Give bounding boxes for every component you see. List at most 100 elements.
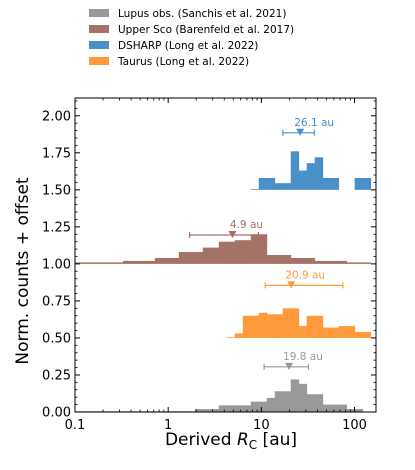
histogram-bar [170,257,180,264]
histogram-bar [290,257,300,264]
histogram-bar [266,177,276,190]
histogram-bar [250,401,260,412]
plot-area: 19.8 au 4.9 au 26.1 au 20.9 au [75,117,372,412]
histogram-bar [218,405,228,412]
legend-label: Taurus (Long et al. 2022) [117,56,249,68]
x-tick-label: 100 [342,418,367,433]
histogram-bar [306,394,316,412]
y-tick-label: 1.25 [42,220,71,235]
histogram-bar [122,260,132,264]
histogram-bar [138,260,148,264]
axes: 0.00 0.25 0.50 0.75 1.00 1.25 1.50 1.75 2.00 0.1 1… [42,97,377,433]
histogram-bar [258,234,268,264]
histogram-bar [258,312,268,338]
histogram-bar [330,177,340,190]
histogram-bar [314,260,324,264]
histogram-bar [282,308,292,338]
histogram-bar [314,157,324,190]
histogram-bar [306,315,316,338]
legend-swatch [89,25,109,33]
histogram-bar [322,404,332,412]
histogram-bar [354,332,364,338]
histogram-bar [338,326,348,338]
histogram-bar [99,262,108,264]
histogram-bar [314,315,324,338]
histogram-bar [234,240,244,264]
histogram-bar [242,240,252,264]
histogram-bar [322,177,332,190]
histogram-bar [266,397,276,412]
histogram-bar [362,332,372,338]
histogram-bar [282,183,292,190]
histogram-bar [162,257,172,264]
histogram-bar [194,409,204,412]
histogram-bar [346,409,356,412]
histogram-bar [250,189,260,190]
legend-entry: Upper Sco (Barenfeld et al. 2017) [89,24,294,36]
legend: Lupus obs. (Sanchis et al. 2021) Upper Sc… [89,8,294,68]
histogram-bar [306,163,316,190]
y-tick-label: 0.75 [42,294,71,309]
histogram-bar [178,252,188,264]
median-marker [287,281,296,289]
series-0-median: 19.8 au [263,351,323,370]
histogram-bar [90,262,100,264]
histogram-bar [258,177,268,190]
median-label: 20.9 au [285,269,325,281]
x-axis-label-subscript: C [249,438,257,452]
histogram-bar [106,262,116,264]
histogram-bar [234,405,244,412]
histogram-bar [242,315,252,338]
histogram-bar [322,327,332,338]
histogram-bar [330,260,340,264]
x-tick-label: 10 [253,418,270,433]
histogram-bar [210,247,220,264]
histogram-bar [290,379,300,412]
histogram-bar [354,177,364,190]
series-3-bars [226,308,372,338]
series-1-median: 4.9 au [189,219,263,239]
histogram-bar [154,257,164,264]
histogram-bar [338,260,348,264]
histogram-bar [114,262,124,264]
x-axis-label-suffix: [au] [257,430,297,450]
histogram-bar [330,327,340,338]
histogram-bar [146,260,156,264]
legend-label: Lupus obs. (Sanchis et al. 2021) [118,8,286,20]
legend-label: Upper Sco (Barenfeld et al. 2017) [118,24,294,36]
histogram-bar [186,252,196,264]
histogram-bar [194,252,204,264]
histogram-bar [75,262,84,264]
y-tick-label: 1.00 [42,257,71,272]
histogram-bar [226,241,236,264]
histogram-bar [274,391,284,412]
histogram-bar [202,409,212,412]
histogram-bar [250,234,260,264]
median-marker [284,362,293,370]
x-axis-label-prefix: Derived [165,430,237,450]
x-axis-label-symbol: R [237,430,249,450]
y-axis-label: Norm. counts + offset [13,177,33,364]
histogram-bar [266,314,276,338]
histogram-bar [274,183,284,190]
histogram-bar [218,241,228,264]
y-tick-label: 1.75 [42,146,71,161]
histogram-bar [298,257,308,264]
histogram-bar [274,255,284,264]
histogram-bar [83,262,92,264]
median-label: 4.9 au [230,219,263,231]
histogram-bar [258,401,268,412]
median-label: 19.8 au [283,351,323,363]
median-label: 26.1 au [294,117,334,129]
histogram-bar [362,262,372,264]
legend-entry: Taurus (Long et al. 2022) [89,56,249,68]
legend-entry: Lupus obs. (Sanchis et al. 2021) [89,8,286,20]
histogram-bar [250,315,260,338]
histogram-bar [226,337,236,338]
histogram-bar [290,308,300,338]
histogram-bar [362,177,372,190]
histogram-bar [298,326,308,338]
histogram-bar [338,404,348,412]
histogram-bar [282,255,292,264]
histogram-bar [266,255,276,264]
